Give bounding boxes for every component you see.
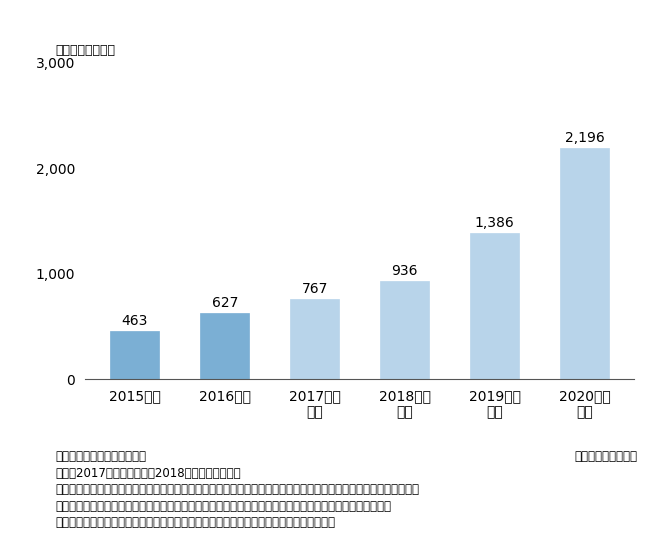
Bar [470, 233, 519, 379]
Bar [200, 313, 249, 379]
Text: （単位：百万円）: （単位：百万円） [56, 44, 116, 57]
Text: 矢野経済研究所調べ: 矢野経済研究所調べ [575, 450, 638, 464]
Text: とするが、全てを有さなくとも、作業環境がよくない中で、人手による作業の代わりができるものを含む。: とするが、全てを有さなくとも、作業環境がよくない中で、人手による作業の代わりがで… [56, 500, 392, 513]
Text: なお、いずれも製品として外販しているものを対象とし、自社設備の清掃作業用を除く。: なお、いずれも製品として外販しているものを対象とし、自社設備の清掃作業用を除く。 [56, 516, 336, 529]
Text: 注２．2017年度は見込値、2018年度以降は予測値: 注２．2017年度は見込値、2018年度以降は予測値 [56, 467, 241, 480]
Bar [290, 299, 339, 379]
Bar [380, 281, 430, 379]
Text: 767: 767 [301, 282, 328, 295]
Text: 463: 463 [122, 313, 148, 328]
Text: 627: 627 [211, 296, 238, 310]
Bar [110, 330, 160, 379]
Text: 1,386: 1,386 [475, 216, 515, 230]
Text: 注３．業務用途の清掃や掃除、洗浄機能を有する物を指す。センシング・自己制御・駆動（走行）機能を有するもの: 注３．業務用途の清掃や掃除、洗浄機能を有する物を指す。センシング・自己制御・駆動… [56, 483, 420, 496]
Text: 注１．メーカ出荷金額ベース: 注１．メーカ出荷金額ベース [56, 450, 146, 464]
Text: 2,196: 2,196 [565, 130, 604, 145]
Bar [560, 147, 610, 379]
Text: 936: 936 [392, 264, 418, 278]
